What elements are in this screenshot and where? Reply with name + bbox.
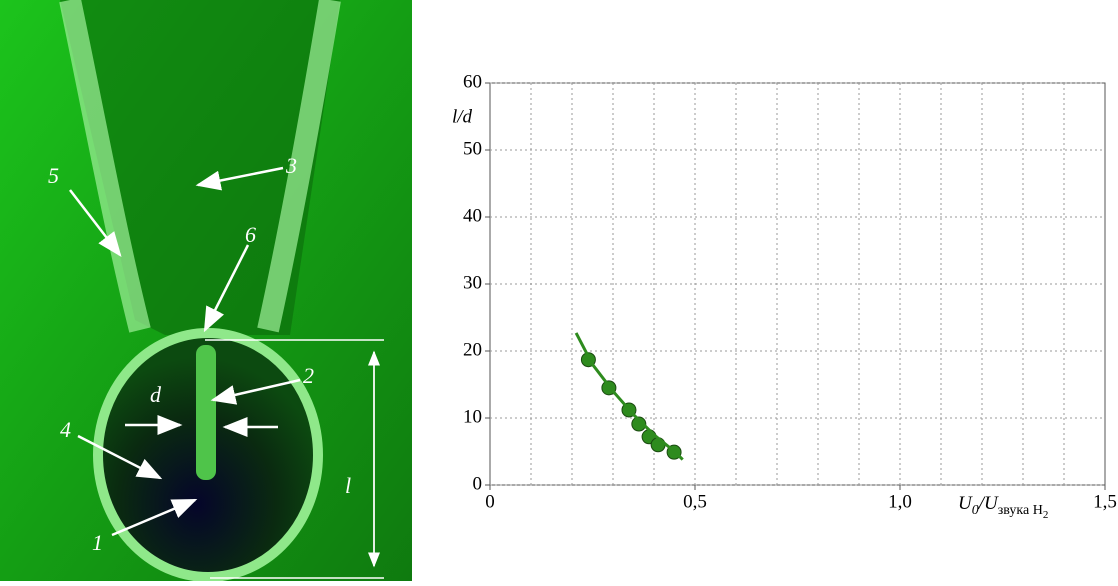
y-tick-label: 10 bbox=[463, 406, 482, 427]
y-tick-label: 30 bbox=[463, 272, 482, 293]
y-tick-label: 60 bbox=[463, 71, 482, 92]
photo-label: 2 bbox=[303, 363, 314, 388]
photo-label: d bbox=[150, 382, 162, 407]
x-tick-label: 1,5 bbox=[1093, 491, 1117, 512]
plot-frame bbox=[489, 82, 1106, 486]
photo-label: 5 bbox=[48, 163, 59, 188]
fit-line bbox=[574, 332, 684, 461]
x-tick-label: 0 bbox=[485, 491, 495, 512]
y-axis-label: l/d bbox=[452, 106, 473, 127]
y-tick-label: 20 bbox=[463, 339, 482, 360]
photo-label: 6 bbox=[245, 222, 256, 247]
y-tick-label: 0 bbox=[473, 473, 483, 494]
x-tick-label: 1,0 bbox=[888, 491, 912, 512]
x-tick-label: 0,5 bbox=[683, 491, 707, 512]
photo-label: 4 bbox=[60, 417, 71, 442]
photo-label: 1 bbox=[92, 530, 103, 555]
photo-label: l bbox=[345, 473, 351, 498]
photo: 5 3 6 2 d 4 1 l bbox=[0, 0, 412, 582]
photo-label: 3 bbox=[285, 153, 297, 178]
chart: l/d U0/Uзвука H2 0 10 20 30 40 50 60 0 0,5 1,0 1,5 bbox=[452, 71, 1117, 520]
data-point bbox=[631, 416, 647, 432]
y-tick-label: 50 bbox=[463, 138, 482, 159]
x-axis-label: U0/Uзвука H2 bbox=[958, 493, 1048, 520]
y-tick-label: 40 bbox=[463, 205, 482, 226]
